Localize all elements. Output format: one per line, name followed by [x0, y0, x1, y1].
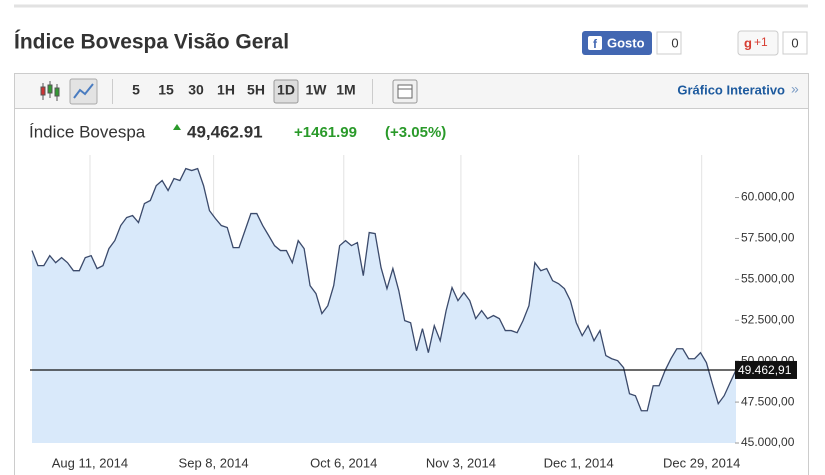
plus-count-box: [782, 31, 808, 55]
fb-f: f: [593, 37, 598, 51]
quote-price: 49,462.91: [187, 122, 263, 141]
like-count: 0: [671, 35, 678, 50]
plus-bg: [737, 30, 779, 56]
up-arrow: [173, 124, 181, 130]
page-title: Índice Bovespa Visão Geral: [14, 31, 289, 54]
interval-button[interactable]: 1W: [306, 82, 328, 98]
y-tick-label: 52.500,00: [741, 312, 795, 326]
layout-inner: [397, 84, 413, 99]
x-tick-label: Aug 11, 2014: [52, 455, 128, 470]
interval-button[interactable]: 1D: [277, 82, 295, 98]
line-icon-stroke: [73, 83, 94, 99]
last-price-label: 49.462,91: [738, 363, 792, 377]
fb-icon: [588, 36, 602, 50]
line-icon-bg: [69, 78, 98, 105]
like-count-box: [656, 31, 682, 55]
line-icon[interactable]: [69, 78, 98, 105]
candle-icon[interactable]: [40, 81, 60, 101]
link-arrow: »: [791, 81, 799, 97]
candle-body: [47, 84, 53, 94]
interval-button[interactable]: 1H: [217, 82, 235, 98]
g-icon: g: [744, 35, 752, 50]
plus-label: +1: [754, 35, 768, 49]
interval-group: 5 15 30 1H 5H 1D 1W 1M: [132, 79, 356, 104]
interval-button[interactable]: 5: [132, 82, 140, 98]
x-tick-label: Oct 6, 2014: [310, 455, 377, 470]
like-label: Gosto: [607, 35, 645, 50]
quote-change: +1461.99: [294, 124, 357, 141]
interval-button[interactable]: 30: [188, 82, 204, 98]
interval-button[interactable]: 1M: [336, 82, 355, 98]
interval-button[interactable]: 15: [158, 82, 174, 98]
plus-count: 0: [791, 35, 798, 50]
layout-icon[interactable]: [392, 79, 418, 104]
y-tick-label: 47.500,00: [741, 394, 795, 408]
last-price-box: [735, 360, 797, 379]
quote-name: Índice Bovespa: [29, 122, 146, 141]
x-tick-label: Dec 29, 2014: [663, 455, 740, 470]
like-button[interactable]: f Gosto: [582, 31, 652, 55]
candle-body: [40, 86, 46, 96]
area: [32, 168, 736, 443]
interval-selected: [273, 79, 299, 104]
plus-button[interactable]: g +1: [737, 30, 779, 56]
quote-change-pct: (+3.05%): [385, 124, 446, 141]
interval-button[interactable]: 5H: [247, 82, 265, 98]
y-tick-label: 45.000,00: [741, 435, 795, 449]
candle-body: [54, 87, 60, 97]
x-tick-label: Dec 1, 2014: [544, 455, 614, 470]
x-tick-label: Nov 3, 2014: [426, 455, 496, 470]
y-tick-label: 60.000,00: [741, 190, 795, 204]
line: [31, 167, 737, 412]
y-tick-label: 55.000,00: [741, 272, 795, 286]
y-tick-label: 57.500,00: [741, 231, 795, 245]
interactive-link[interactable]: Gráfico Interativo: [677, 82, 785, 97]
x-tick-label: Sep 8, 2014: [179, 455, 249, 470]
